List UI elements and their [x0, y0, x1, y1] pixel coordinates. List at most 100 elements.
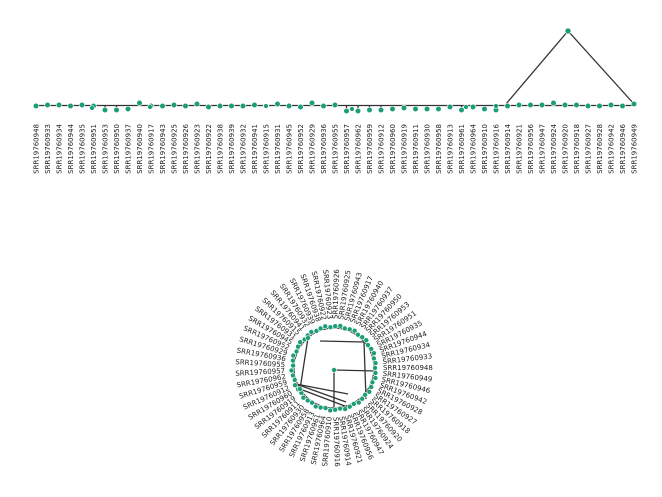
circular-tip-node — [290, 362, 296, 369]
linear-tip-label: SRR19760962 — [355, 124, 363, 174]
linear-tip-node — [458, 106, 465, 114]
linear-tip-label: SRR19760959 — [366, 124, 374, 174]
circular-tip-node — [288, 367, 295, 374]
linear-tip-label: SRR19760924 — [550, 123, 558, 173]
linear-tip-label: SRR19760945 — [286, 124, 294, 174]
circular-tip-node — [309, 399, 315, 406]
circular-tip-node — [313, 328, 320, 334]
linear-tip-label: SRR19760958 — [435, 124, 443, 174]
circular-tip-node — [341, 325, 348, 332]
linear-tip-node — [331, 101, 339, 109]
linear-tip-node — [113, 106, 120, 114]
linear-tip-node — [630, 100, 638, 108]
circular-tip-node — [365, 342, 371, 348]
linear-tip-label: SRR19760950 — [113, 124, 121, 174]
linear-internal-node — [564, 27, 572, 35]
linear-internal-node — [263, 103, 269, 109]
circular-tip-node — [290, 352, 297, 359]
circular-tip-node — [291, 377, 298, 383]
circular-internal-branch — [299, 337, 309, 390]
linear-tip-node — [308, 99, 316, 107]
linear-tip-node — [573, 101, 580, 109]
circular-tip-node — [372, 370, 379, 376]
linear-tip-node — [251, 101, 258, 109]
circular-internal-branch — [295, 383, 347, 403]
linear-tip-label: SRR19760913 — [447, 124, 455, 174]
linear-tip-node — [550, 99, 557, 107]
linear-tip-label: SRR19760946 — [619, 123, 627, 173]
linear-tip-label: SRR19760949 — [631, 124, 639, 174]
linear-tip-label: SRR19760931 — [274, 124, 282, 174]
linear-tip-node — [607, 101, 615, 109]
circular-tip-node — [372, 365, 378, 371]
linear-tree: SRR19760948 SRR19760933 SRR19760934 SRR1976… — [32, 27, 639, 174]
circular-tip-label: SRR19760955 — [235, 358, 285, 369]
linear-tip-node — [44, 101, 51, 109]
linear-tip-node — [101, 106, 109, 114]
linear-internal-node — [349, 106, 355, 112]
circular-tip-node — [337, 405, 343, 412]
linear-tip-label: SRR19760942 — [608, 124, 616, 174]
circular-internal-node — [305, 335, 311, 341]
linear-tip-node — [354, 107, 362, 115]
circular-tip-node — [368, 346, 375, 352]
circular-internal-node — [297, 386, 303, 392]
linear-tip-node — [159, 102, 166, 110]
linear-tip-label: SRR19760939 — [228, 124, 236, 174]
linear-tip-label: SRR19760960 — [389, 124, 397, 174]
linear-tip-label: SRR19760925 — [171, 124, 179, 174]
linear-tip-node — [377, 106, 385, 114]
circular-tip-node — [295, 343, 301, 350]
circular-tip-node — [372, 375, 379, 381]
circular-tip-node — [351, 327, 358, 334]
circular-tip-node — [368, 384, 375, 390]
linear-tip-node — [538, 101, 546, 109]
linear-tip-node — [136, 99, 143, 107]
linear-tip-node — [205, 103, 212, 111]
linear-tip-node — [400, 104, 408, 112]
linear-tip-label: SRR19760914 — [504, 123, 512, 173]
circular-tip-node — [355, 399, 362, 406]
linear-tip-node — [481, 105, 488, 113]
circular-tip-node — [308, 329, 315, 335]
linear-tip-node — [366, 106, 373, 114]
linear-tip-node — [320, 102, 327, 110]
linear-tip-node — [297, 103, 304, 111]
linear-tip-label: SRR19760957 — [343, 124, 351, 174]
circular-tip-node — [317, 404, 324, 411]
linear-tip-node — [182, 102, 189, 110]
linear-tip-label: SRR19760943 — [159, 124, 167, 174]
circular-tip-node — [297, 339, 303, 346]
circular-tip-node — [290, 357, 296, 364]
linear-tip-node — [412, 105, 419, 113]
linear-tip-label: SRR19760941 — [251, 124, 259, 174]
linear-tip-node — [216, 102, 224, 110]
circular-tip-node — [337, 323, 344, 329]
linear-tip-node — [423, 105, 431, 113]
circular-tree-nodes — [288, 323, 379, 414]
circular-internal-branch — [299, 388, 351, 409]
linear-tip-label: SRR19760930 — [424, 124, 432, 174]
linear-long-branch — [505, 30, 635, 105]
circular-tip-node — [362, 391, 368, 398]
circular-internal-branch — [319, 340, 365, 343]
circular-internal-node — [331, 367, 337, 373]
linear-tip-label: SRR19760912 — [378, 124, 386, 174]
linear-tip-node — [584, 102, 592, 110]
circular-tip-node — [292, 382, 298, 389]
circular-tip-node — [355, 331, 361, 338]
linear-tree-nodes — [32, 27, 638, 115]
linear-tip-node — [389, 105, 396, 113]
linear-tip-label: SRR19760910 — [481, 124, 489, 174]
linear-tip-label: SRR19760952 — [297, 124, 305, 174]
linear-tip-label: SRR19760937 — [125, 124, 133, 174]
linear-tip-label: SRR19760944 — [67, 123, 75, 173]
circular-internal-branch — [333, 369, 377, 372]
linear-tip-label: SRR19760947 — [539, 124, 547, 174]
circular-tip-node — [290, 372, 296, 379]
linear-tip-node — [193, 100, 201, 108]
circular-tip-node — [317, 325, 324, 332]
linear-tip-node — [504, 102, 511, 110]
linear-tip-label: SRR19760961 — [458, 124, 466, 174]
linear-tip-node — [274, 100, 281, 108]
